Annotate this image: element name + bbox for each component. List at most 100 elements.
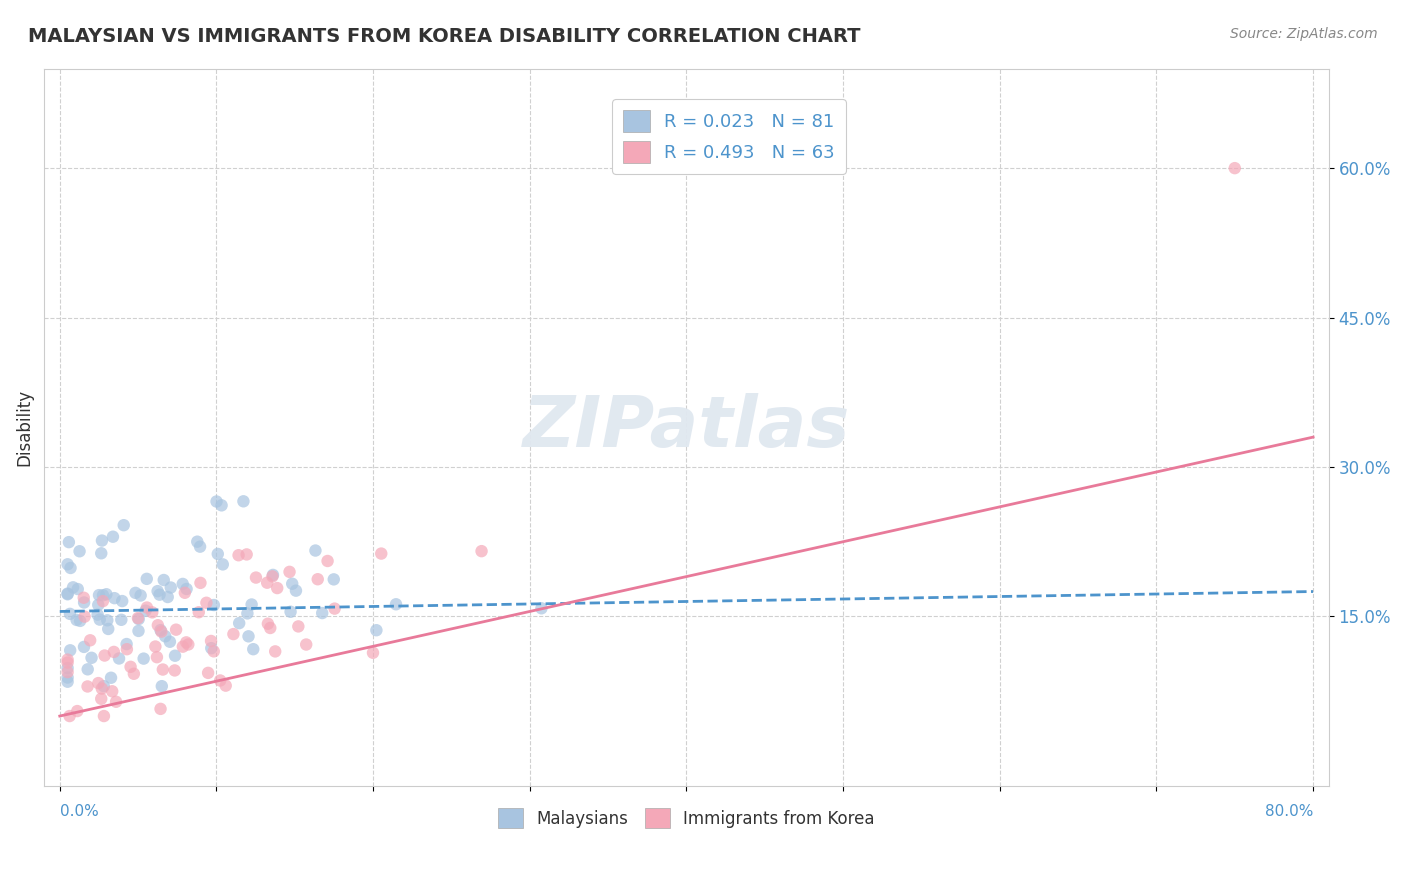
Point	[159, 634, 181, 648]
Point	[65, 613, 87, 627]
Point	[316, 554, 339, 568]
Point	[101, 684, 124, 698]
Point	[66, 582, 89, 596]
Point	[146, 650, 169, 665]
Point	[530, 601, 553, 615]
Point	[56, 656, 79, 670]
Point	[322, 573, 344, 587]
Point	[188, 540, 211, 554]
Point	[228, 548, 250, 562]
Point	[259, 621, 281, 635]
Point	[1223, 161, 1246, 175]
Point	[93, 679, 115, 693]
Point	[59, 561, 82, 575]
Point	[149, 702, 172, 716]
Point	[76, 662, 98, 676]
Point	[236, 607, 259, 621]
Point	[91, 588, 114, 602]
Point	[59, 607, 82, 621]
Point	[202, 644, 225, 658]
Point	[187, 605, 209, 619]
Point	[295, 638, 318, 652]
Point	[127, 611, 149, 625]
Y-axis label: Disability: Disability	[15, 389, 32, 466]
Point	[100, 671, 122, 685]
Point	[93, 648, 115, 663]
Point	[163, 664, 186, 678]
Point	[222, 627, 245, 641]
Point	[186, 534, 208, 549]
Point	[211, 499, 233, 513]
Point	[264, 644, 287, 658]
Point	[90, 681, 112, 696]
Point	[307, 572, 329, 586]
Point	[366, 624, 388, 638]
Point	[215, 679, 238, 693]
Point	[69, 544, 91, 558]
Point	[59, 643, 82, 657]
Point	[112, 518, 135, 533]
Point	[146, 584, 169, 599]
Point	[281, 576, 304, 591]
Point	[56, 587, 79, 601]
Point	[266, 581, 288, 595]
Point	[91, 533, 114, 548]
Point	[128, 612, 150, 626]
Point	[256, 575, 278, 590]
Text: 80.0%: 80.0%	[1265, 805, 1313, 820]
Point	[73, 591, 96, 605]
Point	[56, 558, 79, 572]
Point	[240, 598, 263, 612]
Point	[97, 622, 120, 636]
Point	[211, 558, 233, 572]
Point	[280, 605, 302, 619]
Point	[73, 595, 96, 609]
Point	[56, 671, 79, 685]
Point	[197, 665, 219, 680]
Point	[103, 591, 125, 606]
Point	[278, 565, 301, 579]
Point	[361, 646, 384, 660]
Point	[165, 623, 187, 637]
Point	[87, 588, 110, 602]
Point	[152, 573, 174, 587]
Point	[56, 586, 79, 600]
Point	[90, 546, 112, 560]
Point	[73, 609, 96, 624]
Point	[200, 641, 222, 656]
Point	[200, 634, 222, 648]
Point	[115, 637, 138, 651]
Point	[136, 600, 159, 615]
Point	[176, 582, 198, 596]
Point	[284, 583, 307, 598]
Point	[174, 635, 197, 649]
Point	[69, 614, 91, 628]
Point	[56, 665, 79, 679]
Point	[370, 547, 392, 561]
Point	[150, 624, 173, 639]
Point	[101, 530, 124, 544]
Point	[173, 586, 195, 600]
Text: ZIPatlas: ZIPatlas	[523, 392, 851, 462]
Point	[385, 597, 408, 611]
Point	[323, 601, 346, 615]
Point	[238, 629, 260, 643]
Point	[262, 569, 284, 583]
Point	[152, 663, 174, 677]
Point	[207, 547, 229, 561]
Point	[159, 581, 181, 595]
Point	[96, 587, 118, 601]
Point	[145, 640, 167, 654]
Point	[195, 596, 218, 610]
Point	[96, 613, 118, 627]
Point	[87, 676, 110, 690]
Point	[190, 575, 212, 590]
Point	[58, 535, 80, 549]
Legend: Malaysians, Immigrants from Korea: Malaysians, Immigrants from Korea	[492, 801, 882, 835]
Point	[56, 652, 79, 666]
Point	[73, 640, 96, 654]
Point	[120, 660, 142, 674]
Point	[205, 494, 228, 508]
Point	[202, 598, 225, 612]
Point	[129, 589, 152, 603]
